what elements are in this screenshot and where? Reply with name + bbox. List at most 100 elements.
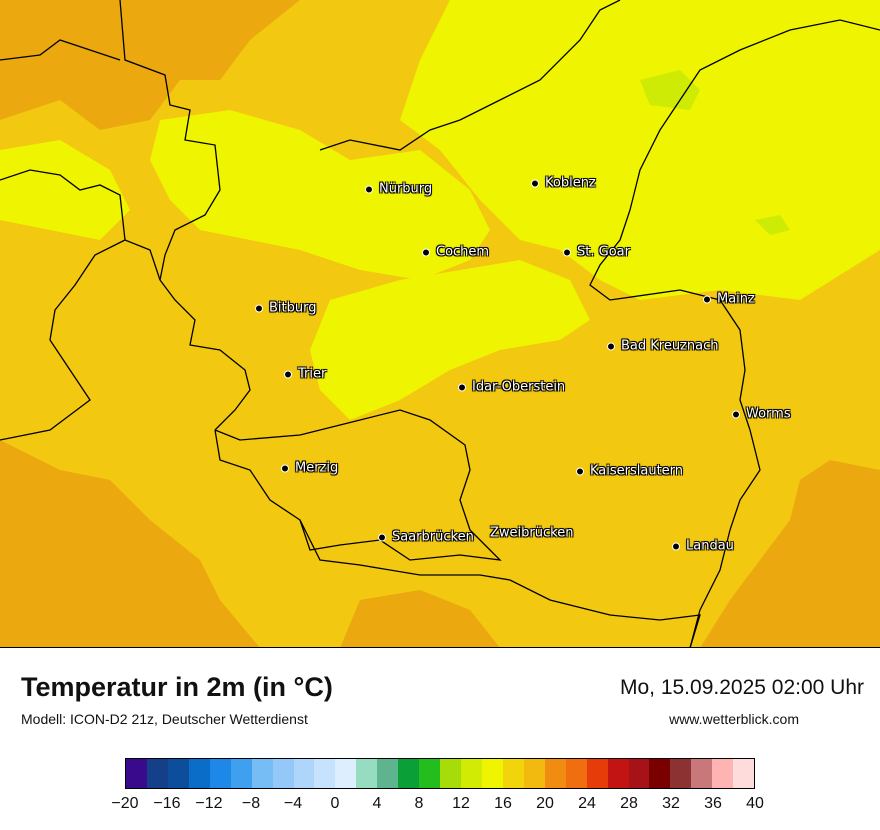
colorbar-segment	[523, 759, 545, 788]
city-dot-icon	[365, 185, 373, 193]
mild-area-northwest	[0, 140, 130, 240]
map-title: Temperatur in 2m (in °C)	[21, 672, 333, 702]
city-label: Bitburg	[269, 300, 317, 316]
city-dot-icon	[458, 383, 466, 391]
colorbar-tick-label: 8	[414, 795, 424, 812]
warm-area-south	[340, 590, 500, 648]
city-dot-icon	[563, 248, 571, 256]
colorbar-segment	[230, 759, 252, 788]
colorbar-segment	[481, 759, 503, 788]
city-marker: Worms	[732, 407, 791, 422]
colorbar-segment	[691, 759, 713, 788]
city-dot-icon	[281, 464, 289, 472]
forecast-datetime: Mo, 15.09.2025 02:00 Uhr	[619, 676, 864, 699]
border-northwest	[0, 39, 121, 61]
border-rlp-north	[319, 0, 621, 151]
city-label-only: Zweibrücken	[490, 526, 573, 541]
colorbar-tick-label: 16	[494, 795, 512, 812]
border-rlp-east	[589, 19, 880, 431]
colorbar-tick-labels: −20 −16 −12 −8 −4 0 4 8 12 16 20 24 28 32 36 40	[111, 795, 763, 815]
colorbar-segment	[733, 759, 755, 788]
city-label: Cochem	[436, 244, 490, 260]
city-label: Worms	[746, 406, 791, 422]
colorbar-segment	[251, 759, 273, 788]
colorbar-tick-label: 4	[372, 795, 382, 812]
colorbar-tick-label: 32	[662, 795, 680, 812]
city-dot-icon	[531, 179, 539, 187]
colorbar-segment	[293, 759, 315, 788]
colorbar-segment	[586, 759, 608, 788]
city-label: Merzig	[295, 460, 339, 476]
colorbar-segment	[544, 759, 566, 788]
colorbar-tick-label: 36	[704, 795, 722, 812]
colorbar-segment	[314, 759, 336, 788]
colorbar-tick-label: 0	[330, 795, 340, 812]
city-label: Mainz	[717, 291, 755, 307]
temperature-shading	[0, 0, 880, 648]
colorbar-segment	[419, 759, 441, 788]
city-dot-icon	[576, 467, 584, 475]
colorbar-segment	[607, 759, 629, 788]
city-marker: Mainz	[703, 292, 755, 307]
city-marker: Idar-Oberstein	[458, 380, 565, 395]
city-marker: Nürburg	[365, 182, 432, 197]
colorbar-tick-label: −20	[111, 795, 139, 812]
city-dot-icon	[607, 342, 615, 350]
city-marker: Koblenz	[531, 176, 596, 191]
mild-area-eifel	[150, 110, 490, 280]
city-label: St. Goar	[577, 244, 630, 260]
city-marker: Landau	[672, 539, 734, 554]
colorbar-segment	[398, 759, 420, 788]
colorbar-segment	[126, 759, 147, 788]
colorbar-segment	[670, 759, 692, 788]
border-luxembourg-germany	[159, 279, 251, 431]
temperature-field	[0, 0, 880, 648]
colorbar-tick-label: −4	[283, 795, 303, 812]
colorbar-segment	[565, 759, 587, 788]
colorbar-segment	[188, 759, 210, 788]
city-label: Koblenz	[545, 175, 596, 191]
warm-area-northwest	[0, 0, 300, 130]
city-label: Idar-Oberstein	[472, 379, 566, 395]
colorbar-segment	[167, 759, 189, 788]
city-marker: Trier	[284, 367, 326, 382]
colorbar-tick-label: 12	[452, 795, 470, 812]
colorbar-segment	[461, 759, 482, 788]
border-saarland	[214, 409, 502, 561]
cool-spot-north	[640, 70, 700, 110]
city-dot-icon	[378, 533, 386, 541]
colorbar-segment	[335, 759, 357, 788]
colorbar-tick-label: 40	[746, 795, 764, 812]
city-marker: Saarbrücken	[378, 530, 474, 545]
colorbar-segment	[146, 759, 168, 788]
city-label: Zweibrücken	[490, 525, 574, 541]
colorbar-segment	[209, 759, 231, 788]
administrative-borders	[0, 0, 880, 648]
colorbar-segment	[377, 759, 399, 788]
border-france-germany-south	[299, 519, 701, 648]
mild-area-hunsrueck	[310, 260, 590, 420]
city-dot-icon	[732, 410, 740, 418]
border-belgium-germany	[119, 0, 221, 281]
colorbar-tick-label: 28	[620, 795, 638, 812]
border-rhine-south	[689, 429, 761, 648]
colorbar-tick-label: −16	[153, 795, 181, 812]
city-marker: Kaiserslautern	[576, 464, 683, 479]
city-dot-icon	[284, 370, 292, 378]
city-marker: Merzig	[281, 461, 338, 476]
website-link[interactable]: www.wetterblick.com	[669, 711, 799, 727]
city-label: Bad Kreuznach	[621, 338, 719, 354]
city-label: Nürburg	[379, 181, 433, 197]
colorbar-segment	[502, 759, 524, 788]
temperature-colorbar	[125, 758, 755, 789]
model-source: Modell: ICON-D2 21z, Deutscher Wetterdie…	[21, 711, 308, 727]
weather-map: Nürburg Koblenz Cochem St. Goar Mainz Bi…	[0, 0, 880, 648]
city-marker: Bitburg	[255, 301, 317, 316]
city-label: Kaiserslautern	[590, 463, 684, 479]
colorbar-tick-label: 20	[536, 795, 554, 812]
warm-area-southwest	[0, 440, 260, 648]
colorbar-segment	[712, 759, 734, 788]
city-dot-icon	[703, 295, 711, 303]
city-label: Saarbrücken	[392, 529, 474, 545]
colorbar-tick-label: −12	[195, 795, 223, 812]
